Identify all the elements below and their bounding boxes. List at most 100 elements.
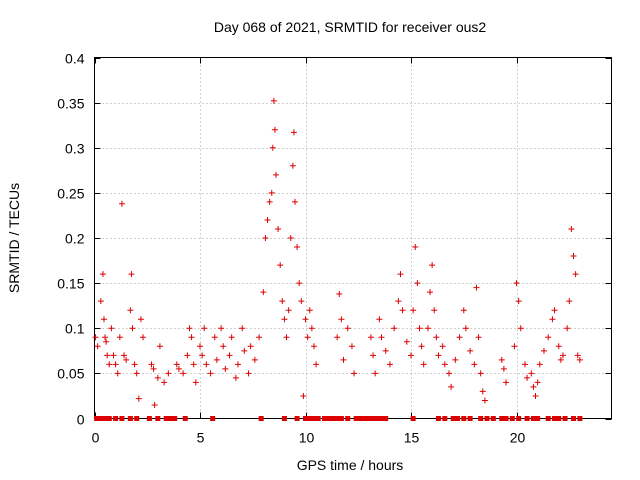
data-point [424, 325, 431, 332]
data-point [201, 325, 208, 332]
data-point [123, 356, 130, 363]
data-point [452, 356, 459, 363]
axis-ticks [94, 57, 612, 420]
data-point [549, 316, 556, 323]
zero-point [303, 416, 309, 421]
data-point [247, 343, 254, 350]
data-point [564, 325, 571, 332]
data-point [521, 361, 528, 368]
data-point [386, 361, 393, 368]
data-point [313, 361, 320, 368]
data-point [557, 356, 564, 363]
data-point [460, 307, 467, 314]
data-point [271, 126, 278, 133]
zero-point [167, 416, 173, 421]
zero-point [535, 416, 541, 421]
zero-point [383, 416, 389, 421]
data-point [536, 361, 543, 368]
data-point [511, 343, 518, 350]
data-point [408, 352, 415, 359]
data-point [296, 280, 303, 287]
zero-point [530, 416, 536, 421]
zero-point [146, 416, 152, 421]
zero-point [490, 416, 496, 421]
data-point [270, 97, 277, 104]
data-point [165, 370, 172, 377]
data-point [289, 162, 296, 169]
data-point [277, 262, 284, 269]
data-point [572, 271, 579, 278]
zero-point [172, 416, 178, 421]
data-point [395, 298, 402, 305]
data-point [279, 298, 286, 305]
data-point [211, 334, 218, 341]
data-point [574, 352, 581, 359]
data-point [300, 392, 307, 399]
data-point [186, 325, 193, 332]
zero-point [334, 416, 340, 421]
tick-labels: 0 0.05 0.1 0.15 0.2 0.25 0.3 0.35 0.4 0 5 10 15 20 [57, 51, 525, 446]
data-point [148, 361, 155, 368]
data-point [304, 334, 311, 341]
zero-point [311, 416, 317, 421]
zero-point [106, 416, 112, 421]
data-point [245, 370, 252, 377]
zero-point [98, 416, 104, 421]
zero-point [374, 416, 380, 421]
data-point [410, 307, 417, 314]
data-point [97, 298, 104, 305]
data-point [287, 235, 294, 241]
data-point [412, 244, 419, 251]
data-point [275, 225, 282, 232]
data-point [256, 334, 263, 341]
zero-point [516, 416, 522, 421]
data-point [268, 189, 275, 196]
data-point [540, 347, 547, 354]
data-point [479, 388, 486, 395]
grid-lines [94, 57, 612, 419]
zero-point [155, 416, 161, 421]
zero-point [362, 416, 368, 421]
data-point [184, 352, 191, 359]
x-axis-label: GPS time / hours [297, 457, 404, 473]
data-point [429, 262, 436, 269]
x-tick-label: 10 [299, 430, 315, 446]
data-point [448, 383, 455, 390]
data-point [173, 361, 180, 368]
data-point [433, 334, 440, 341]
y-tick-label: 0.25 [57, 186, 84, 202]
data-point [180, 370, 187, 377]
data-point [534, 379, 541, 386]
data-point [241, 347, 248, 354]
zero-point [357, 416, 363, 421]
zero-point [307, 416, 313, 421]
data-point [239, 325, 246, 332]
data-point [431, 307, 438, 314]
zero-point [562, 416, 568, 421]
zero-point [556, 416, 562, 421]
data-point [234, 361, 241, 368]
data-point [266, 198, 273, 205]
data-point [414, 280, 421, 287]
data-point [382, 347, 389, 354]
data-point [269, 144, 276, 151]
data-point [232, 374, 239, 381]
zero-point [338, 416, 344, 421]
data-point [161, 379, 168, 386]
data-point [399, 307, 406, 314]
data-point [367, 334, 374, 341]
data-point [338, 316, 345, 323]
y-tick-label: 0.2 [65, 231, 85, 247]
data-point [403, 338, 410, 345]
zero-point [353, 416, 359, 421]
data-point [251, 356, 258, 363]
data-point [226, 352, 233, 359]
data-point [150, 365, 157, 372]
zero-point [182, 416, 188, 421]
data-point [192, 379, 199, 386]
zero-point [102, 416, 108, 421]
data-point [570, 253, 577, 260]
data-point [344, 325, 351, 332]
